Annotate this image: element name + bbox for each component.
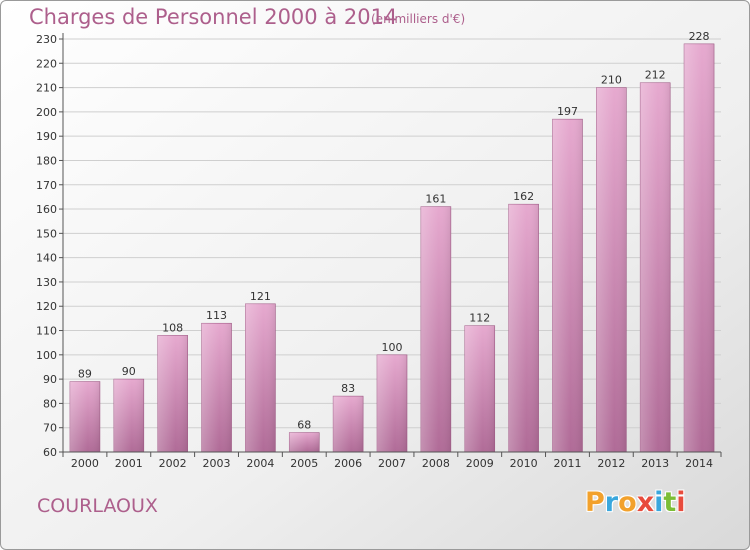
x-tick-label: 2007: [378, 457, 406, 470]
x-tick-label: 2008: [422, 457, 450, 470]
y-tick-label: 130: [36, 276, 57, 289]
y-tick-label: 60: [43, 446, 57, 459]
bar-shade: [377, 354, 407, 452]
bar-shade: [684, 43, 715, 452]
y-tick-label: 110: [36, 325, 57, 338]
data-label: 162: [513, 190, 534, 203]
y-tick-label: 150: [36, 227, 57, 240]
bar-shade: [157, 335, 188, 452]
data-label: 197: [557, 105, 578, 118]
x-tick-label: 2014: [685, 457, 713, 470]
logo-letter: P: [585, 487, 605, 518]
data-label: 161: [425, 193, 446, 206]
chart-title: Charges de Personnel 2000 à 2014: [29, 5, 398, 29]
data-label: 228: [689, 30, 710, 43]
bar-shade: [640, 82, 671, 453]
bar-shade: [420, 206, 451, 452]
bar-shade: [464, 325, 495, 452]
x-tick-label: 2011: [553, 457, 581, 470]
logo-letter: r: [604, 487, 619, 518]
y-tick-label: 120: [36, 300, 57, 313]
bar-shade: [508, 204, 539, 452]
x-tick-label: 2013: [641, 457, 669, 470]
y-tick-label: 190: [36, 130, 57, 143]
x-tick-label: 2000: [71, 457, 99, 470]
bar-shade: [245, 303, 276, 452]
data-label: 100: [382, 341, 403, 354]
y-tick-label: 220: [36, 57, 57, 70]
logo-letter: x: [636, 487, 655, 518]
y-tick-label: 170: [36, 179, 57, 192]
y-tick-label: 100: [36, 349, 57, 362]
place-name: COURLAOUX: [37, 495, 158, 517]
y-tick-label: 180: [36, 154, 57, 167]
x-tick-label: 2003: [203, 457, 231, 470]
bar-shade: [201, 323, 232, 452]
x-tick-label: 2005: [290, 457, 318, 470]
data-label: 113: [206, 309, 227, 322]
bar-shade: [69, 381, 100, 452]
logo-letter: o: [618, 487, 637, 518]
x-tick-label: 2004: [246, 457, 274, 470]
y-tick-label: 80: [43, 397, 57, 410]
bar-shade: [289, 432, 320, 452]
data-label: 112: [469, 312, 490, 325]
data-label: 121: [250, 290, 271, 303]
bar-shade: [596, 87, 627, 453]
bar-shade: [113, 379, 144, 452]
labels: 60 70 80 90 100 110 120 130 140 150 160 170 180 190 20…: [36, 30, 713, 470]
logo-letter: t: [663, 487, 677, 518]
x-tick-label: 2010: [510, 457, 538, 470]
bars: [69, 43, 715, 453]
x-tick-label: 2006: [334, 457, 362, 470]
x-tick-label: 2012: [597, 457, 625, 470]
data-label: 90: [122, 365, 136, 378]
data-label: 108: [162, 321, 183, 334]
chart-subtitle: (en milliers d'€): [371, 12, 466, 26]
x-tick-label: 2001: [115, 457, 143, 470]
data-label: 210: [601, 74, 622, 87]
axes: [59, 33, 722, 457]
y-tick-label: 200: [36, 106, 57, 119]
bar-shade: [552, 119, 583, 452]
y-tick-label: 140: [36, 252, 57, 265]
y-tick-label: 230: [36, 33, 57, 46]
bar-shade: [333, 396, 364, 452]
logo-letter: i: [654, 487, 664, 518]
y-tick-label: 70: [43, 422, 57, 435]
data-label: 212: [645, 69, 666, 82]
y-tick-label: 210: [36, 82, 57, 95]
data-label: 89: [78, 368, 92, 381]
x-tick-label: 2009: [466, 457, 494, 470]
proxiti-logo[interactable]: Proxiti: [585, 487, 686, 518]
data-label: 68: [297, 419, 311, 432]
y-tick-label: 160: [36, 203, 57, 216]
logo-letter: i: [676, 487, 686, 518]
x-tick-label: 2002: [159, 457, 187, 470]
y-tick-label: 90: [43, 373, 57, 386]
data-label: 83: [341, 382, 355, 395]
